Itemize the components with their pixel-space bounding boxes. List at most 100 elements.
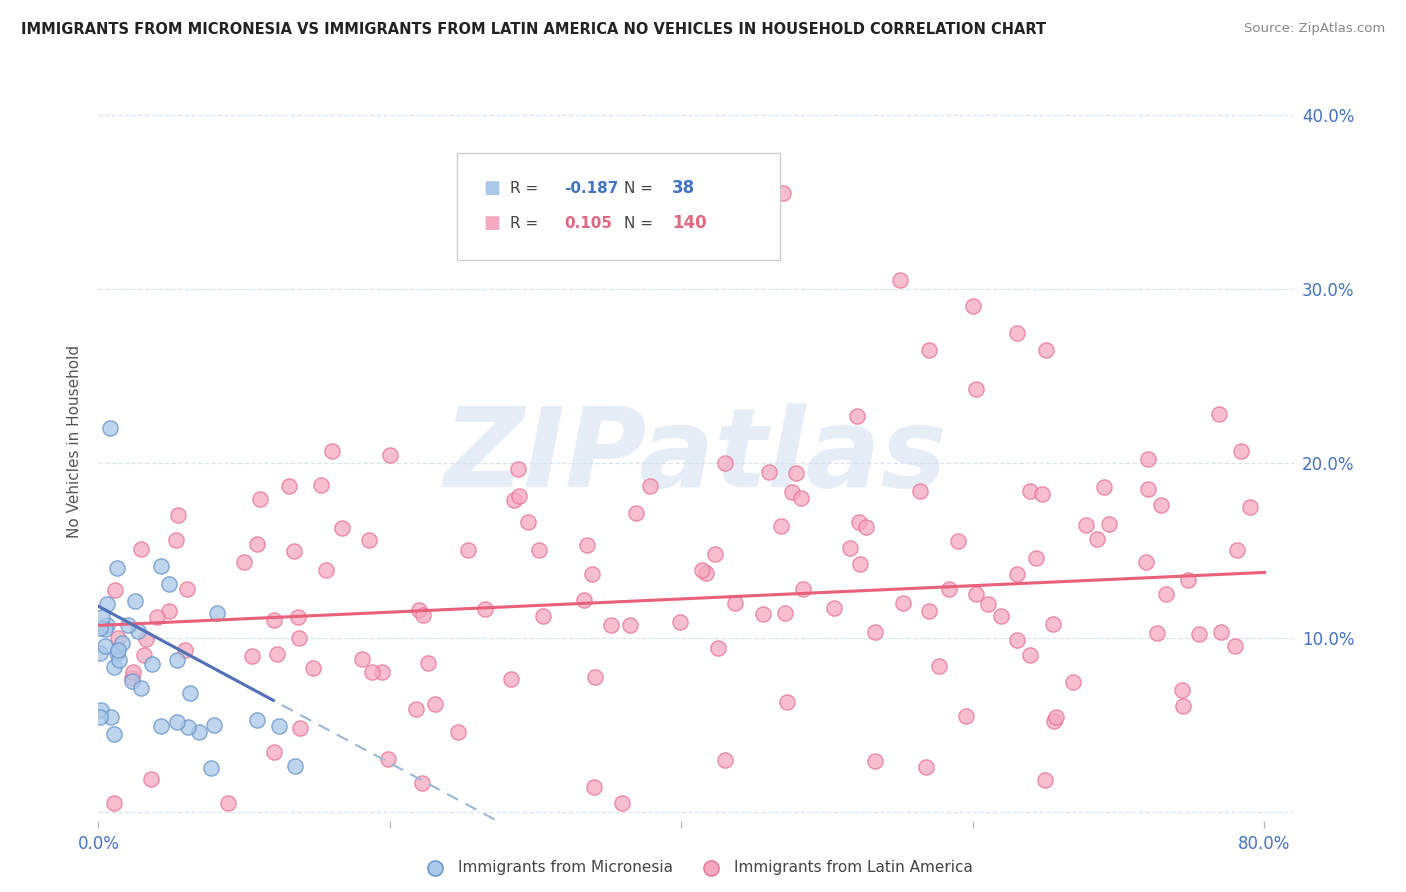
Text: ZIPatlas: ZIPatlas: [444, 403, 948, 510]
Point: [770, 518, 793, 533]
Point: [1135, 555, 1157, 569]
Point: [1239, 500, 1261, 514]
Point: [246, 713, 269, 727]
Point: [371, 665, 394, 679]
Point: [457, 543, 479, 558]
Point: [266, 647, 288, 661]
Point: [408, 603, 430, 617]
Point: [1154, 587, 1177, 601]
Point: [610, 796, 633, 810]
Point: [1226, 542, 1249, 557]
Point: [177, 720, 200, 734]
Point: [121, 673, 143, 688]
Point: [150, 559, 173, 574]
Point: [517, 515, 540, 529]
Point: [599, 618, 621, 632]
Point: [575, 537, 598, 551]
Point: [946, 533, 969, 548]
Point: [714, 753, 737, 767]
Point: [977, 597, 1000, 611]
Point: [714, 456, 737, 470]
Point: [240, 649, 263, 664]
Text: R =: R =: [509, 216, 547, 231]
Point: [1019, 484, 1042, 499]
Point: [1007, 632, 1029, 647]
Point: [1042, 714, 1064, 729]
Point: [990, 609, 1012, 624]
Point: [508, 490, 530, 504]
Point: [773, 606, 796, 620]
Point: [129, 681, 152, 696]
Point: [157, 576, 180, 591]
Point: [174, 642, 197, 657]
Point: [166, 714, 188, 729]
Point: [508, 462, 530, 476]
Point: [89, 646, 111, 660]
Point: [288, 631, 311, 645]
Point: [217, 796, 239, 810]
Point: [89, 703, 111, 717]
Point: [284, 758, 307, 772]
Y-axis label: No Vehicles in Household: No Vehicles in Household: [67, 345, 83, 538]
Point: [107, 632, 129, 646]
Point: [302, 661, 325, 675]
Text: N =: N =: [624, 216, 658, 231]
Point: [104, 583, 127, 598]
Point: [785, 466, 807, 480]
Point: [928, 659, 950, 673]
Point: [965, 382, 987, 396]
Point: [1076, 517, 1098, 532]
Point: [1092, 480, 1115, 494]
Text: 0.105: 0.105: [565, 216, 613, 231]
Point: [891, 596, 914, 610]
Point: [619, 618, 641, 632]
Point: [1211, 625, 1233, 640]
Point: [187, 725, 209, 739]
Text: R =: R =: [509, 181, 543, 196]
Point: [1171, 682, 1194, 697]
Point: [695, 566, 717, 580]
Point: [361, 665, 384, 680]
Point: [917, 604, 939, 618]
Point: [139, 772, 162, 786]
Point: [352, 652, 374, 666]
Point: [269, 719, 291, 733]
Point: [1225, 640, 1247, 654]
Point: [889, 273, 911, 287]
Point: [723, 596, 745, 610]
Point: [1150, 498, 1173, 512]
Point: [94, 640, 117, 654]
Point: [1173, 698, 1195, 713]
Point: [117, 618, 139, 632]
Point: [98, 421, 121, 435]
Point: [1230, 443, 1253, 458]
Point: [792, 582, 814, 597]
Point: [583, 670, 606, 684]
Point: [330, 520, 353, 534]
Point: [671, 229, 693, 244]
Point: [416, 656, 439, 670]
Text: Source: ZipAtlas.com: Source: ZipAtlas.com: [1244, 22, 1385, 36]
Point: [89, 710, 111, 724]
Point: [965, 587, 987, 601]
Point: [531, 609, 554, 624]
Point: [165, 533, 187, 548]
Point: [1085, 532, 1108, 546]
Point: [129, 541, 152, 556]
Point: [105, 646, 128, 660]
Point: [103, 727, 125, 741]
Point: [1177, 573, 1199, 587]
Text: N =: N =: [624, 181, 658, 196]
Point: [405, 702, 427, 716]
Point: [583, 780, 606, 795]
Point: [412, 608, 434, 623]
Point: [638, 478, 661, 492]
Point: [121, 671, 143, 685]
Point: [1035, 343, 1057, 357]
Point: [1136, 452, 1159, 467]
Point: [315, 563, 337, 577]
Point: [105, 561, 128, 575]
Point: [624, 506, 647, 520]
Point: [127, 624, 149, 638]
Point: [780, 485, 803, 500]
